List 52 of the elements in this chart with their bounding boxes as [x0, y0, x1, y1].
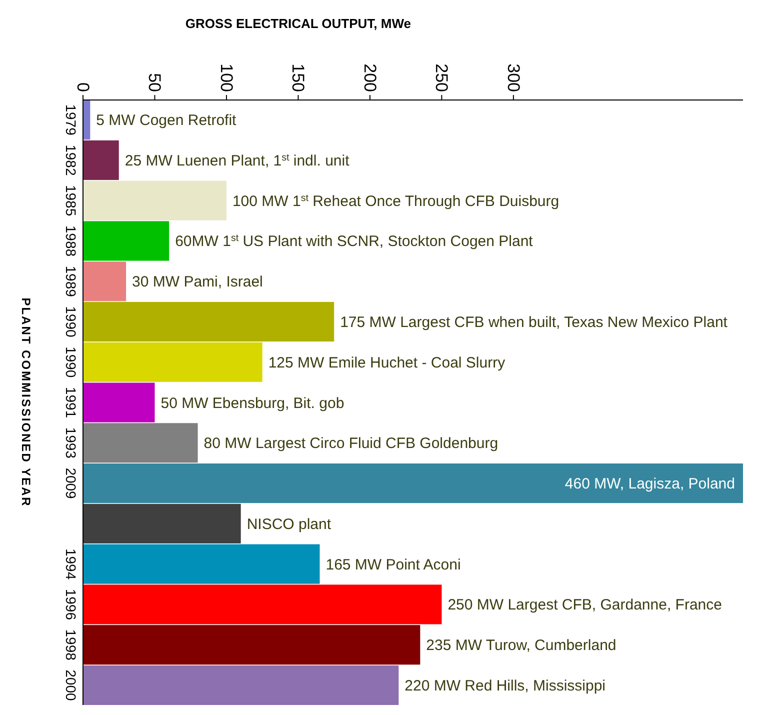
x-tick-label: 250	[432, 64, 452, 92]
data-label: 220 MW Red Hills, Mississippi	[404, 677, 606, 694]
bar	[83, 302, 334, 342]
bar	[83, 221, 170, 261]
y-tick-label: 1998	[63, 629, 79, 661]
data-label: 460 MW, Lagisza, Poland	[564, 476, 735, 493]
bar	[83, 262, 126, 302]
data-label: 235 MW Turow, Cumberland	[426, 637, 616, 654]
data-label: 175 MW Largest CFB when built, Texas New Mexico Plant	[340, 314, 728, 331]
x-tick-label: 300	[504, 64, 523, 92]
x-axis-title: GROSS ELECTRICAL OUTPUT, MWe	[185, 16, 412, 31]
data-label: 50 MW Ebensburg, Bit. gob	[160, 394, 344, 412]
y-tick-label: 2009	[63, 468, 79, 500]
x-tick-label: 50	[145, 73, 164, 92]
bar	[83, 625, 420, 665]
data-label: 100 MW 1$^{st}$ Reheat Once Through CFB Duisburg	[232, 192, 560, 210]
y-tick-label: 1994	[63, 548, 79, 580]
bar	[83, 463, 743, 504]
bar	[83, 140, 119, 180]
y-tick-label: 1990	[63, 306, 79, 338]
data-label: 125 MW Emile Huchet - Coal Slurry	[268, 354, 506, 372]
data-label: 5 MW Cogen Retrofit	[96, 112, 238, 130]
y-tick-label: 1982	[63, 144, 79, 176]
data-label: 80 MW Largest Circo Fluid CFB Goldenburg	[204, 435, 498, 452]
data-label: 30 MW Pami, Israel	[132, 274, 263, 291]
x-tick-label: 200	[360, 64, 380, 92]
x-tick-label: 150	[288, 64, 308, 92]
bar	[83, 180, 226, 220]
bar	[83, 423, 198, 463]
y-tick-label: 1993	[63, 427, 79, 459]
data-label: 25 MW Luenen Plant, 1$^{st}$ indl. unit	[124, 152, 350, 170]
bar	[83, 665, 399, 705]
y-tick-label: 1991	[63, 386, 79, 418]
bar	[83, 342, 262, 382]
data-label: 165 MW Point Aconi	[326, 556, 461, 574]
data-label: NISCO plant	[246, 516, 332, 533]
y-tick-label: 1989	[63, 266, 79, 298]
x-tick-label: 100	[216, 64, 236, 92]
data-label: 250 MW Largest CFB, Gardanne, France	[448, 596, 722, 614]
data-label: 60MW 1$^{st}$ US Plant with SCNR, Stockton Cogen Plant	[175, 232, 534, 250]
bar	[83, 584, 442, 624]
y-tick-label: 1990	[63, 346, 79, 378]
bar	[83, 544, 320, 584]
y-tick-label: 1988	[63, 225, 79, 257]
y-tick-label: 1996	[63, 588, 79, 620]
bar	[83, 504, 241, 544]
y-tick-label: 1985	[63, 184, 79, 216]
y-tick-label: 1979	[63, 104, 79, 136]
y-tick-label: 2000	[63, 670, 79, 701]
y-axis-title: PLANT COMMISSIONED YEAR	[19, 298, 33, 508]
x-tick-label: 0	[74, 82, 92, 92]
bar	[83, 382, 155, 422]
